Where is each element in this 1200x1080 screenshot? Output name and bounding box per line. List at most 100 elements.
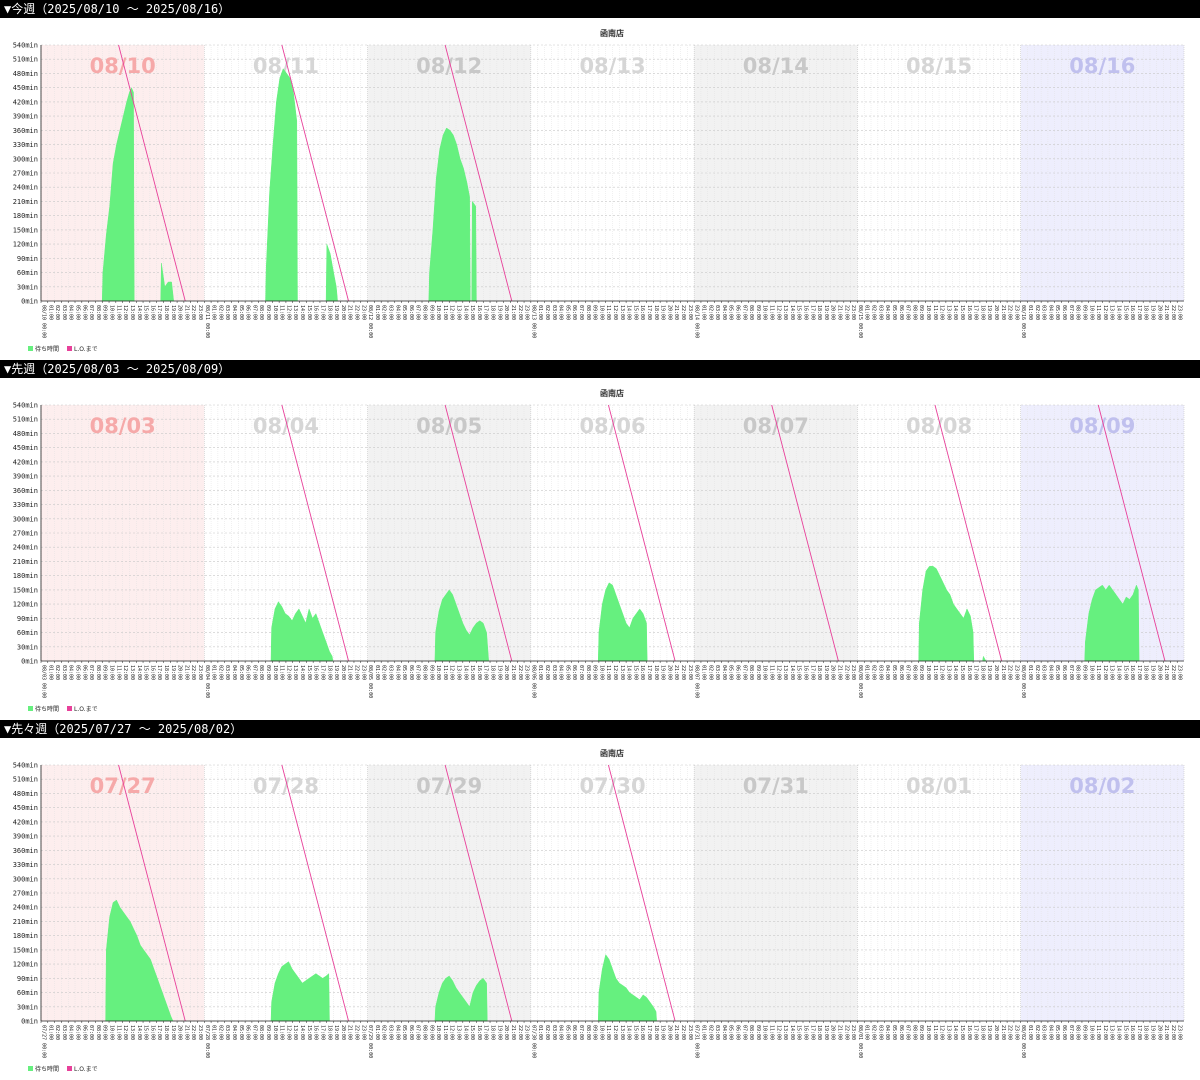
x-tick-label: 16:00 bbox=[639, 665, 645, 680]
x-tick-label: 20:00 bbox=[177, 665, 183, 680]
chart-title: 函南店 bbox=[600, 748, 624, 758]
x-tick-label: 03:00 bbox=[714, 305, 720, 320]
x-tick-label: 03:00 bbox=[387, 305, 393, 320]
x-tick-label: 08:00 bbox=[258, 665, 264, 680]
x-tick-label: 15:00 bbox=[306, 305, 312, 320]
x-tick-label: 06:00 bbox=[245, 305, 251, 320]
y-tick-label: 180min bbox=[13, 572, 38, 580]
wait-time-area bbox=[270, 961, 330, 1022]
y-tick-label: 450min bbox=[13, 804, 38, 812]
x-tick-label: 10:00 bbox=[762, 665, 768, 680]
y-tick-label: 420min bbox=[13, 458, 38, 466]
x-tick-label: 23:00 bbox=[850, 305, 856, 320]
y-tick-label: 180min bbox=[13, 212, 38, 220]
x-tick-labels: 08/10 00:00 01:00 02:00 03:00 04:00 05:00 06:0… bbox=[41, 301, 1183, 338]
week-panel-last-week: ▼先週（2025/08/03 ～ 2025/08/09） 0min 30min 60… bbox=[0, 360, 1200, 720]
x-tick-label: 20:00 bbox=[666, 1025, 672, 1040]
x-tick-label: 23:00 bbox=[1013, 305, 1019, 320]
x-tick-label: 08/04 00:00 bbox=[204, 665, 210, 698]
x-tick-label: 05:00 bbox=[75, 1025, 81, 1040]
y-tick-label: 510min bbox=[13, 776, 38, 784]
x-tick-label: 14:00 bbox=[626, 665, 632, 680]
x-tick-label: 17:00 bbox=[319, 305, 325, 320]
x-tick-label: 05:00 bbox=[564, 1025, 570, 1040]
x-tick-label: 04:00 bbox=[394, 665, 400, 680]
x-tick-label: 15:00 bbox=[632, 1025, 638, 1040]
x-tick-label: 07/28 00:00 bbox=[204, 1025, 210, 1058]
x-tick-label: 02:00 bbox=[1034, 665, 1040, 680]
x-tick-label: 05:00 bbox=[401, 305, 407, 320]
x-tick-label: 14:00 bbox=[1115, 305, 1121, 320]
x-tick-label: 13:00 bbox=[456, 665, 462, 680]
x-tick-label: 16:00 bbox=[313, 1025, 319, 1040]
x-tick-label: 22:00 bbox=[680, 305, 686, 320]
x-tick-label: 12:00 bbox=[285, 665, 291, 680]
x-tick-label: 16:00 bbox=[313, 665, 319, 680]
x-tick-label: 15:00 bbox=[1122, 1025, 1128, 1040]
x-tick-label: 07:00 bbox=[251, 665, 257, 680]
x-tick-label: 20:00 bbox=[993, 305, 999, 320]
x-tick-label: 15:00 bbox=[143, 665, 149, 680]
x-tick-label: 04:00 bbox=[884, 305, 890, 320]
x-tick-label: 21:00 bbox=[673, 1025, 679, 1040]
day-label: 07/29 bbox=[416, 774, 482, 798]
y-tick-label: 270min bbox=[13, 170, 38, 178]
x-tick-label: 01:00 bbox=[211, 1025, 217, 1040]
x-tick-label: 12:00 bbox=[449, 665, 455, 680]
x-tick-label: 11:00 bbox=[605, 665, 611, 680]
wait-time-area bbox=[105, 899, 174, 1022]
y-tick-label: 240min bbox=[13, 904, 38, 912]
x-tick-label: 15:00 bbox=[959, 1025, 965, 1040]
y-tick-label: 90min bbox=[17, 975, 38, 983]
y-tick-label: 210min bbox=[13, 198, 38, 206]
x-tick-label: 19:00 bbox=[333, 1025, 339, 1040]
x-tick-label: 12:00 bbox=[775, 1025, 781, 1040]
x-tick-label: 18:00 bbox=[1143, 305, 1149, 320]
x-tick-label: 21:00 bbox=[837, 665, 843, 680]
legend-swatch-wait bbox=[28, 1066, 33, 1071]
x-tick-label: 08:00 bbox=[748, 665, 754, 680]
x-tick-label: 22:00 bbox=[843, 305, 849, 320]
x-tick-label: 13:00 bbox=[129, 665, 135, 680]
day-label: 08/15 bbox=[906, 54, 972, 78]
x-tick-label: 18:00 bbox=[326, 1025, 332, 1040]
x-tick-label: 10:00 bbox=[272, 665, 278, 680]
x-tick-label: 13:00 bbox=[1109, 305, 1115, 320]
x-tick-label: 08/01 00:00 bbox=[857, 1025, 863, 1058]
lo-line bbox=[118, 764, 186, 1022]
x-tick-label: 06:00 bbox=[408, 1025, 414, 1040]
x-tick-label: 11:00 bbox=[768, 305, 774, 320]
x-tick-label: 12:00 bbox=[939, 305, 945, 320]
x-tick-label: 10:00 bbox=[762, 305, 768, 320]
x-tick-label: 02:00 bbox=[707, 665, 713, 680]
x-tick-label: 01:00 bbox=[47, 665, 53, 680]
y-tick-label: 510min bbox=[13, 416, 38, 424]
x-tick-label: 03:00 bbox=[61, 1025, 67, 1040]
x-tick-label: 18:00 bbox=[1143, 1025, 1149, 1040]
day-label: 07/31 bbox=[743, 774, 809, 798]
x-tick-label: 16:00 bbox=[1129, 1025, 1135, 1040]
y-tick-label: 0min bbox=[21, 298, 38, 306]
x-tick-label: 19:00 bbox=[986, 665, 992, 680]
x-tick-label: 13:00 bbox=[1109, 1025, 1115, 1040]
x-tick-label: 18:00 bbox=[326, 665, 332, 680]
x-tick-label: 01:00 bbox=[537, 665, 543, 680]
x-tick-label: 07:00 bbox=[415, 305, 421, 320]
x-tick-label: 01:00 bbox=[374, 305, 380, 320]
x-tick-label: 02:00 bbox=[544, 665, 550, 680]
x-tick-label: 13:00 bbox=[945, 1025, 951, 1040]
x-tick-label: 23:00 bbox=[1177, 305, 1183, 320]
x-tick-label: 13:00 bbox=[782, 665, 788, 680]
wait-time-area bbox=[434, 975, 488, 1022]
x-tick-label: 03:00 bbox=[224, 1025, 230, 1040]
x-tick-label: 09:00 bbox=[102, 305, 108, 320]
x-tick-label: 14:00 bbox=[952, 305, 958, 320]
x-tick-label: 23:00 bbox=[687, 305, 693, 320]
y-tick-label: 240min bbox=[13, 184, 38, 192]
y-tick-label: 330min bbox=[13, 861, 38, 869]
x-tick-label: 19:00 bbox=[823, 665, 829, 680]
x-tick-label: 06:00 bbox=[571, 665, 577, 680]
x-tick-label: 06:00 bbox=[898, 1025, 904, 1040]
x-tick-label: 03:00 bbox=[224, 305, 230, 320]
x-tick-label: 01:00 bbox=[700, 305, 706, 320]
